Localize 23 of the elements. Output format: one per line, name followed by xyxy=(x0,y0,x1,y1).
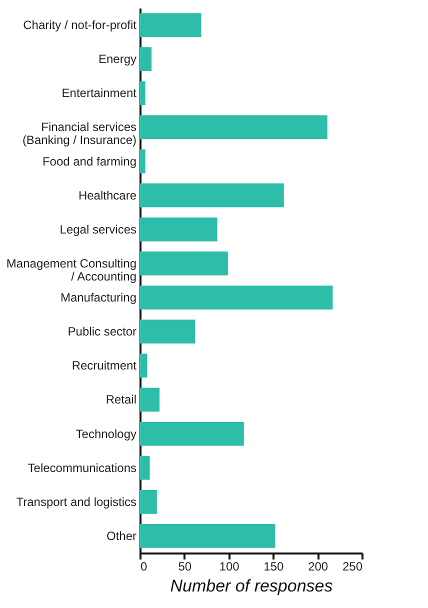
y-tick-label: Manufacturing xyxy=(60,290,136,305)
x-tick-label: 250 xyxy=(342,560,363,574)
x-axis-title: Number of responses xyxy=(170,576,334,596)
y-tick-label: Other xyxy=(106,528,136,543)
y-tick-label: Recruitment xyxy=(72,358,138,373)
y-tick-label: Financial services (Banking / Insurance) xyxy=(22,120,136,148)
y-tick-label: Energy xyxy=(98,52,136,66)
y-tick-label: Charity / not-for-profit xyxy=(23,18,138,32)
y-tick-label: Management Consulting / Accounting xyxy=(6,256,136,284)
y-tick-label: Technology xyxy=(76,426,136,441)
y-tick-label: Healthcare xyxy=(78,188,137,202)
x-tick-label: 50 xyxy=(178,560,192,574)
x-tick-label: 200 xyxy=(308,560,328,574)
x-tick-label: 0 xyxy=(140,560,148,574)
y-tick-label: Food and farming xyxy=(42,154,136,168)
y-tick-label: Telecommunications xyxy=(28,460,136,475)
y-tick-label: Entertainment xyxy=(62,86,138,100)
y-tick-label: Transport and logistics xyxy=(16,494,136,509)
x-tick-label: 100 xyxy=(219,560,240,574)
y-tick-label: Legal services xyxy=(60,222,136,236)
x-tick-label: 150 xyxy=(264,560,284,574)
y-tick-label: Public sector xyxy=(68,324,136,339)
y-tick-label: Retail xyxy=(106,392,136,407)
